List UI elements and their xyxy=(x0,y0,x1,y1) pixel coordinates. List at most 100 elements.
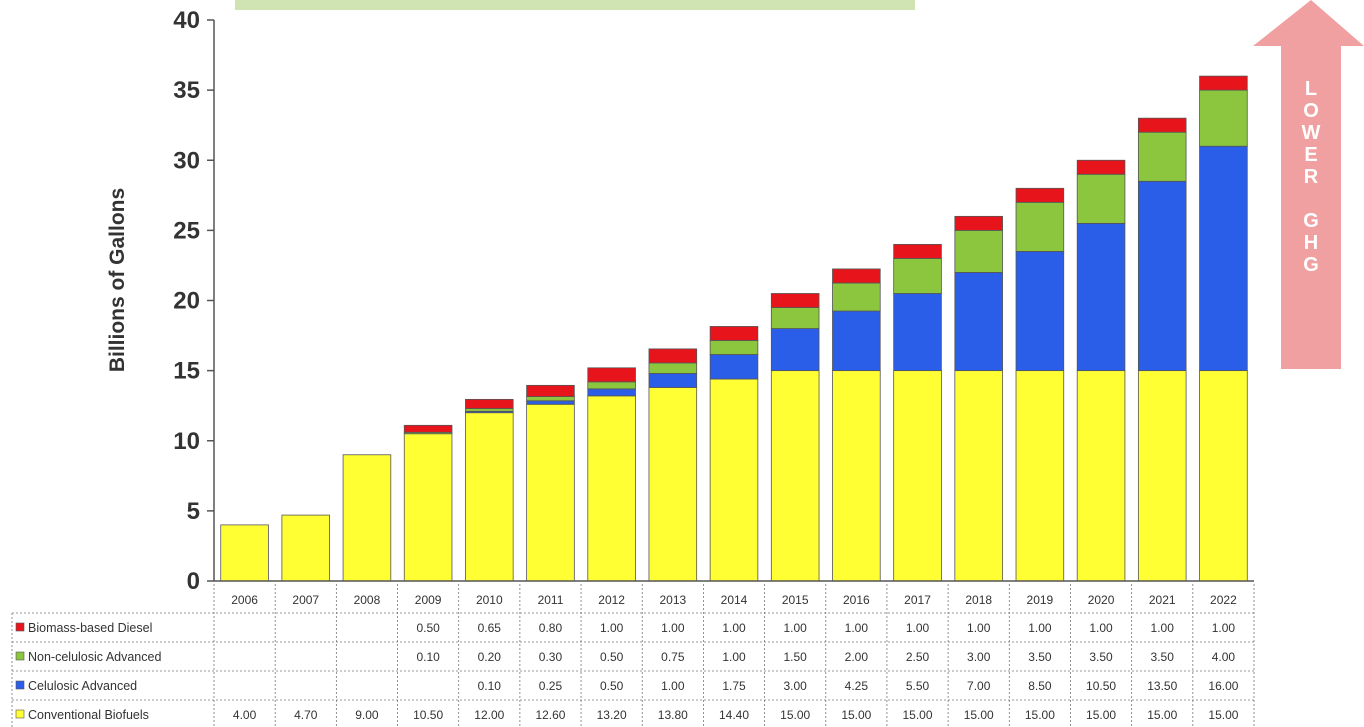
table-cell-value: 12.00 xyxy=(474,708,504,722)
bar-segment-conventional-biofuels xyxy=(648,387,698,582)
y-tick-label: 5 xyxy=(187,498,200,525)
table-cell-value: 5.50 xyxy=(906,679,930,693)
bar-segment-non-celulosic-advanced xyxy=(526,396,575,402)
table-cell-value: 0.30 xyxy=(539,650,563,664)
table-cell-value: 15.00 xyxy=(1025,708,1055,722)
table-cell-value: 4.70 xyxy=(294,708,318,722)
bar-segment-non-celulosic-advanced xyxy=(1076,173,1126,224)
table-cell-value: 8.50 xyxy=(1028,679,1052,693)
y-tick-label: 25 xyxy=(173,217,200,244)
title-strip xyxy=(235,0,915,10)
bar-segment-celulosic-advanced xyxy=(770,328,820,372)
y-axis-label-group: Billions of Gallons xyxy=(106,188,129,372)
bar-segment-conventional-biofuels xyxy=(1199,370,1248,582)
table-cell-value: 3.50 xyxy=(1089,650,1113,664)
bar-segment-biomass-based-diesel xyxy=(465,398,514,409)
table-cell-value: 4.25 xyxy=(845,679,869,693)
table-cell-value: 1.00 xyxy=(661,679,685,693)
table-row-label: Conventional Biofuels xyxy=(28,708,149,722)
bar-segment-conventional-biofuels xyxy=(526,403,575,582)
bar-segment-celulosic-advanced xyxy=(1015,251,1065,372)
table-header-year: 2014 xyxy=(721,593,748,607)
table-cell-value: 0.10 xyxy=(478,679,502,693)
table-cell-value: 0.20 xyxy=(478,650,502,664)
table-header-year: 2012 xyxy=(598,593,625,607)
bar-segment-celulosic-advanced xyxy=(1137,180,1187,372)
bar-segment-biomass-based-diesel xyxy=(1137,117,1187,133)
table-cell-value: 13.80 xyxy=(658,708,688,722)
bar-segment-celulosic-advanced xyxy=(1199,145,1248,372)
table-cell-value: 15.00 xyxy=(1086,708,1116,722)
bar-segment-biomass-based-diesel xyxy=(403,424,453,433)
table-cell-value: 2.50 xyxy=(906,650,930,664)
arrow-letter: E xyxy=(1304,144,1317,166)
table-cell-value: 1.50 xyxy=(783,650,807,664)
bar-segment-non-celulosic-advanced xyxy=(893,258,942,294)
bar-segment-non-celulosic-advanced xyxy=(648,362,698,374)
table-cell-value: 0.75 xyxy=(661,650,685,664)
table-cell-value: 0.25 xyxy=(539,679,563,693)
table-row-label: Biomass-based Diesel xyxy=(28,621,152,635)
bar-segment-biomass-based-diesel xyxy=(709,326,759,341)
bar-segment-conventional-biofuels xyxy=(1137,370,1187,582)
y-tick-label: 35 xyxy=(173,77,200,104)
arrow-letter: L xyxy=(1305,78,1317,100)
arrow-letter: G xyxy=(1303,254,1319,276)
bar-segment-conventional-biofuels xyxy=(770,370,820,582)
table-header-year: 2010 xyxy=(476,593,503,607)
bar-segment-non-celulosic-advanced xyxy=(1137,131,1187,182)
arrow-letter: G xyxy=(1303,210,1319,232)
table-header-year: 2006 xyxy=(231,593,258,607)
bar-segment-non-celulosic-advanced xyxy=(1199,89,1248,147)
table-cell-value: 1.00 xyxy=(661,621,685,635)
arrow-letter: H xyxy=(1304,232,1318,254)
table-header-year: 2015 xyxy=(782,593,809,607)
bar-segment-non-celulosic-advanced xyxy=(465,408,514,412)
bar-segment-celulosic-advanced xyxy=(648,373,698,388)
data-table: 2006 2007 2008 2009 2010 2011 2012 2013 2014 2015… xyxy=(11,584,1255,727)
bar-segment-conventional-biofuels xyxy=(587,395,636,582)
bar-segment-biomass-based-diesel xyxy=(1015,187,1065,203)
y-axis-ticks: 0 5 10 15 20 25 30 35 40 xyxy=(173,7,214,595)
table-cell-value: 9.00 xyxy=(355,708,379,722)
bar-segment-conventional-biofuels xyxy=(1015,370,1065,582)
table-header-year: 2021 xyxy=(1149,593,1176,607)
table-cell-value: 1.00 xyxy=(967,621,991,635)
table-cell-value: 12.60 xyxy=(535,708,565,722)
table-cell-value: 13.20 xyxy=(597,708,627,722)
table-cell-value: 1.00 xyxy=(1151,621,1175,635)
table-header-year: 2016 xyxy=(843,593,870,607)
legend-swatch xyxy=(15,680,25,690)
table-cell-value: 0.80 xyxy=(539,621,563,635)
y-tick-label: 30 xyxy=(173,147,200,174)
table-cell-value: 4.00 xyxy=(233,708,257,722)
y-tick-label: 15 xyxy=(173,358,200,385)
bar-segment-biomass-based-diesel xyxy=(832,268,881,284)
table-cell-value: 15.00 xyxy=(903,708,933,722)
table-cell-value: 16.00 xyxy=(1208,679,1238,693)
table-header-year: 2009 xyxy=(415,593,442,607)
table-cell-value: 1.00 xyxy=(1212,621,1236,635)
y-tick-label: 40 xyxy=(173,7,200,34)
y-tick-label: 0 xyxy=(187,568,200,595)
bar-segment-non-celulosic-advanced xyxy=(770,307,820,329)
table-cell-value: 0.50 xyxy=(416,621,440,635)
y-axis-label: Billions of Gallons xyxy=(106,188,129,372)
table-cell-value: 1.00 xyxy=(845,621,869,635)
table-cell-value: 2.00 xyxy=(845,650,869,664)
table-cell-value: 15.00 xyxy=(841,708,871,722)
table-cell-value: 3.00 xyxy=(783,679,807,693)
table-header-year: 2007 xyxy=(292,593,319,607)
legend-swatch xyxy=(15,709,25,719)
table-cell-value: 0.10 xyxy=(416,650,440,664)
table-cell-value: 0.50 xyxy=(600,679,624,693)
table-cell-value: 7.00 xyxy=(967,679,991,693)
bar-segment-biomass-based-diesel xyxy=(587,367,636,383)
bar-segment-celulosic-advanced xyxy=(587,388,636,397)
table-cell-value: 15.00 xyxy=(780,708,810,722)
y-tick-label: 10 xyxy=(173,428,200,455)
legend-swatch xyxy=(15,622,25,632)
bar-segment-non-celulosic-advanced xyxy=(1015,201,1065,252)
table-cell-value: 1.00 xyxy=(722,621,746,635)
